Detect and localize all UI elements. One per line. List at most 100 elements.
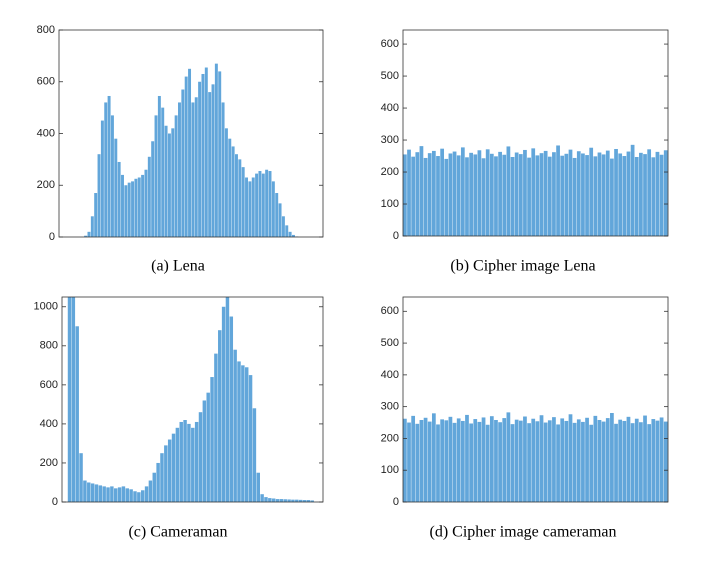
bar (218, 71, 222, 237)
bar (572, 157, 577, 236)
bar (456, 155, 461, 236)
bar (248, 181, 252, 237)
bar (258, 171, 262, 237)
bar (552, 417, 556, 502)
bar (271, 498, 276, 502)
bar (171, 128, 175, 237)
caption: (b) Cipher image Lena (450, 258, 595, 275)
bar (448, 416, 453, 502)
bar (634, 156, 639, 236)
bar (174, 115, 178, 237)
y-tick-label: 400 (381, 102, 399, 114)
bar (287, 499, 291, 502)
bar (107, 95, 111, 237)
bar (181, 89, 185, 237)
bar (634, 418, 639, 502)
bar (160, 453, 164, 502)
axes-box (402, 29, 669, 237)
bar (183, 420, 187, 502)
bar (539, 415, 544, 502)
bar (265, 169, 269, 237)
bar (202, 400, 207, 502)
bar (502, 418, 507, 502)
bar (157, 95, 161, 237)
bar (407, 422, 411, 502)
bar (214, 353, 218, 502)
bar (279, 499, 284, 502)
bar (506, 146, 511, 236)
bar (167, 133, 171, 237)
bar (498, 422, 502, 502)
bar (407, 149, 411, 236)
bar (639, 152, 643, 236)
y-tick-label: 1000 (34, 301, 58, 313)
bar (268, 171, 272, 237)
bar (233, 349, 237, 502)
bar (659, 154, 664, 236)
bar (264, 497, 268, 502)
bar (79, 453, 83, 502)
bar (137, 177, 141, 237)
bar (83, 480, 87, 502)
bar (110, 115, 114, 237)
bar (175, 427, 180, 502)
bar (184, 76, 188, 237)
bar (104, 102, 108, 237)
bar (211, 84, 215, 237)
bar (114, 138, 118, 237)
bar (614, 423, 618, 502)
bar (188, 68, 192, 237)
bar (411, 415, 416, 502)
bar (510, 424, 515, 502)
bar (204, 67, 208, 237)
bars (67, 297, 314, 502)
bar (431, 413, 436, 502)
bar (167, 439, 172, 502)
bar (148, 480, 153, 502)
bar (651, 419, 656, 502)
bar (268, 498, 272, 502)
bar (121, 174, 124, 237)
bar (440, 419, 445, 502)
bar (67, 297, 72, 502)
bar (630, 144, 635, 236)
bar (618, 153, 623, 236)
bar (614, 148, 618, 236)
bar (597, 420, 602, 502)
bar (605, 150, 610, 236)
bar (415, 152, 420, 236)
bar (238, 159, 242, 237)
bars (403, 412, 668, 502)
bar (643, 415, 647, 502)
y-tick-label: 100 (381, 198, 399, 210)
bar (630, 423, 635, 502)
bar (134, 178, 138, 237)
bar (572, 422, 577, 502)
bar (235, 154, 238, 237)
histogram-panel: 0 200 400 600 800 1000 (c) Cameraman (34, 296, 324, 541)
bar (237, 361, 241, 502)
bar (252, 408, 257, 502)
bar (288, 231, 292, 237)
bar (131, 181, 135, 237)
bar (552, 152, 556, 236)
bar (278, 203, 282, 237)
bar (194, 97, 198, 237)
bar (539, 153, 544, 236)
bar (518, 420, 523, 502)
bar (485, 424, 490, 502)
bar (256, 472, 260, 502)
bar (481, 417, 486, 502)
bar (291, 234, 295, 237)
bar (194, 421, 199, 502)
bar (639, 422, 643, 502)
bar (110, 486, 114, 502)
bar (87, 231, 91, 237)
y-tick-label: 0 (393, 496, 399, 508)
bar (514, 152, 519, 236)
bar (585, 417, 589, 502)
bar (241, 365, 245, 502)
bar (137, 492, 141, 502)
bar (568, 149, 573, 236)
bar (502, 154, 507, 236)
